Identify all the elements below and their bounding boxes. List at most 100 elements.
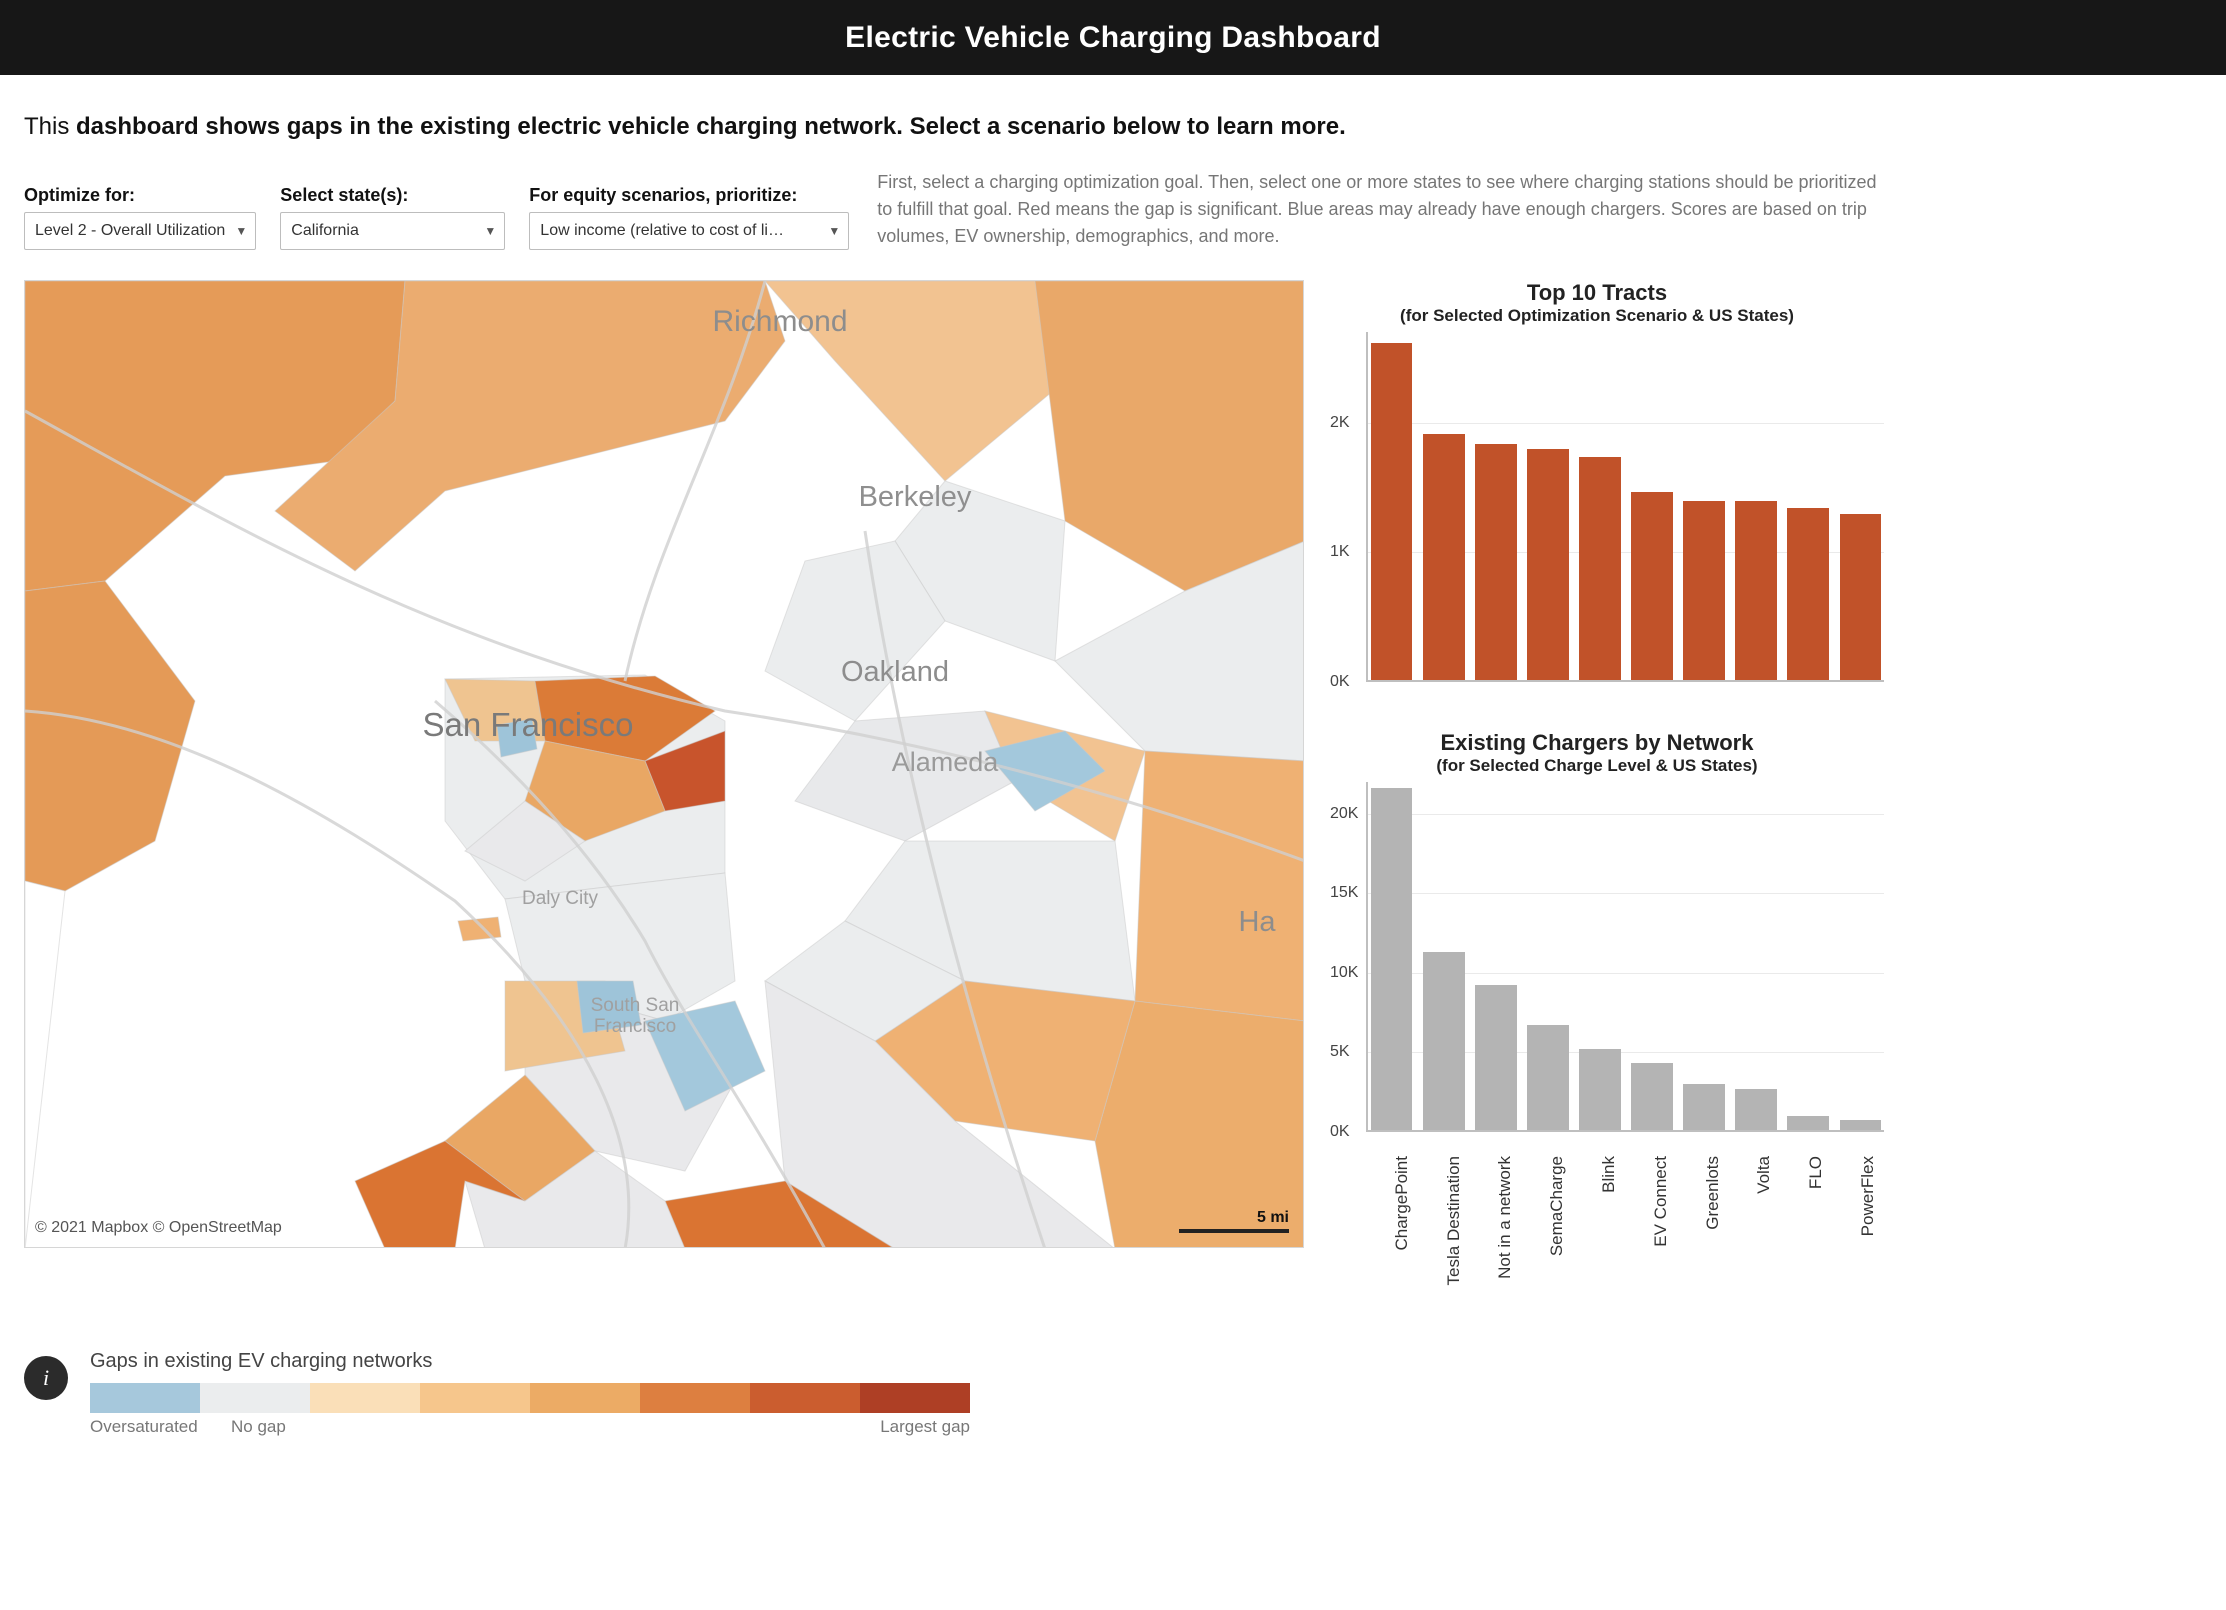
svg-text:San Francisco: San Francisco [423, 706, 634, 743]
legend-swatch [310, 1383, 420, 1413]
legend-swatch [200, 1383, 310, 1413]
legend-swatch [530, 1383, 640, 1413]
bar[interactable] [1579, 1049, 1621, 1130]
bar[interactable] [1527, 449, 1569, 680]
bar[interactable] [1579, 457, 1621, 680]
chargers-title: Existing Chargers by Network [1310, 730, 1884, 756]
bar[interactable] [1787, 508, 1829, 680]
x-tick: Tesla Destination [1444, 1156, 1464, 1285]
legend-left-label: Oversaturated [90, 1417, 198, 1437]
bar[interactable] [1683, 501, 1725, 680]
map-scale-label: 5 mi [1179, 1209, 1289, 1227]
svg-text:Oakland: Oakland [841, 656, 949, 688]
equity-value: Low income (relative to cost of li… [540, 222, 784, 240]
equity-label: For equity scenarios, prioritize: [529, 185, 849, 206]
info-button[interactable]: i [24, 1356, 68, 1400]
page-title: Electric Vehicle Charging Dashboard [845, 21, 1381, 55]
legend-row: i Gaps in existing EV charging networks … [0, 1330, 2226, 1437]
bar[interactable] [1475, 985, 1517, 1130]
map-scale: 5 mi [1179, 1209, 1289, 1233]
legend-title: Gaps in existing EV charging networks [90, 1350, 970, 1373]
chevron-down-icon: ▼ [235, 224, 247, 238]
top-tracts-plot-area[interactable]: Eligible trips/day I.₁ 0K1K2K [1310, 332, 1884, 702]
svg-text:Berkeley: Berkeley [859, 481, 972, 513]
x-tick: PowerFlex [1858, 1156, 1878, 1236]
gap-map[interactable]: Richmond Berkeley Oakland San Francisco Alam… [24, 280, 1304, 1248]
legend-mid-label: No gap [231, 1417, 286, 1437]
bar[interactable] [1423, 952, 1465, 1130]
state-control: Select state(s): California ▼ [280, 185, 505, 250]
y-tick: 0K [1330, 673, 1350, 691]
controls-row: Optimize for: Level 2 - Overall Utilizat… [0, 151, 2226, 256]
bar[interactable] [1735, 501, 1777, 680]
sub-header: This dashboard shows gaps in the existin… [0, 75, 2226, 151]
svg-text:Richmond: Richmond [712, 305, 847, 338]
legend-block: Gaps in existing EV charging networks Ov… [90, 1350, 970, 1437]
optimize-label: Optimize for: [24, 185, 256, 206]
chargers-subtitle: (for Selected Charge Level & US States) [1310, 756, 1884, 776]
bar[interactable] [1840, 1120, 1882, 1130]
x-tick: FLO [1806, 1156, 1826, 1189]
legend-swatch [860, 1383, 970, 1413]
x-tick: EV Connect [1651, 1156, 1671, 1247]
y-tick: 20K [1330, 805, 1358, 823]
chargers-xticks: ChargePoint Tesla Destination Not in a net… [1366, 1152, 1884, 1292]
svg-text:South San: South San [591, 995, 680, 1016]
chargers-plot-area[interactable]: Level 2 chargers I.₁ 0K5K10K15K20K [1310, 782, 1884, 1152]
legend-swatches [90, 1383, 970, 1413]
svg-text:Daly City: Daly City [522, 888, 599, 909]
bar[interactable] [1475, 444, 1517, 680]
instructions-text: First, select a charging optimization go… [873, 169, 1883, 250]
y-tick: 1K [1330, 543, 1350, 561]
equity-control: For equity scenarios, prioritize: Low in… [529, 185, 849, 250]
top-tracts-subtitle: (for Selected Optimization Scenario & US… [1310, 306, 1884, 326]
x-tick: ChargePoint [1392, 1156, 1412, 1251]
top-tracts-title: Top 10 Tracts [1310, 280, 1884, 306]
chevron-down-icon: ▼ [828, 224, 840, 238]
svg-text:Francisco: Francisco [594, 1016, 676, 1037]
bar[interactable] [1631, 492, 1673, 680]
chargers-chart: Existing Chargers by Network (for Select… [1310, 730, 1884, 1292]
chevron-down-icon: ▼ [484, 224, 496, 238]
x-tick: Volta [1754, 1156, 1774, 1194]
x-tick: Blink [1599, 1156, 1619, 1193]
x-tick: SemaCharge [1547, 1156, 1567, 1256]
legend-swatch [90, 1383, 200, 1413]
x-tick: Greenlots [1703, 1156, 1723, 1230]
legend-swatch [750, 1383, 860, 1413]
bar[interactable] [1371, 788, 1413, 1130]
y-tick: 2K [1330, 414, 1350, 432]
left-column: Richmond Berkeley Oakland San Francisco Alam… [24, 280, 1288, 1320]
legend-right-label: Largest gap [880, 1417, 970, 1437]
map-scale-bar [1179, 1229, 1289, 1233]
main-layout: Richmond Berkeley Oakland San Francisco Alam… [0, 256, 2226, 1330]
equity-select[interactable]: Low income (relative to cost of li… ▼ [529, 212, 849, 250]
x-tick: Not in a network [1495, 1156, 1515, 1279]
sub-header-plain: This [24, 113, 76, 140]
y-tick: 0K [1330, 1123, 1350, 1141]
bar[interactable] [1840, 514, 1882, 680]
optimize-select[interactable]: Level 2 - Overall Utilization ▼ [24, 212, 256, 250]
bar[interactable] [1371, 343, 1413, 680]
bar[interactable] [1527, 1025, 1569, 1130]
bar[interactable] [1683, 1084, 1725, 1130]
y-tick: 10K [1330, 964, 1358, 982]
bar[interactable] [1423, 434, 1465, 680]
state-select[interactable]: California ▼ [280, 212, 505, 250]
map-credits: © 2021 Mapbox © OpenStreetMap [35, 1219, 282, 1237]
bar[interactable] [1631, 1063, 1673, 1130]
header-bar: Electric Vehicle Charging Dashboard [0, 0, 2226, 75]
svg-text:Ha: Ha [1238, 906, 1276, 938]
y-tick: 5K [1330, 1043, 1350, 1061]
sub-header-bold: dashboard shows gaps in the existing ele… [76, 113, 1346, 140]
bar[interactable] [1735, 1089, 1777, 1130]
optimize-control: Optimize for: Level 2 - Overall Utilizat… [24, 185, 256, 250]
optimize-value: Level 2 - Overall Utilization [35, 222, 225, 240]
state-value: California [291, 222, 359, 240]
bar[interactable] [1787, 1116, 1829, 1130]
y-tick: 15K [1330, 884, 1358, 902]
state-label: Select state(s): [280, 185, 505, 206]
top-tracts-chart: Top 10 Tracts (for Selected Optimization… [1310, 280, 1884, 702]
legend-swatch [420, 1383, 530, 1413]
svg-text:Alameda: Alameda [892, 747, 1000, 777]
